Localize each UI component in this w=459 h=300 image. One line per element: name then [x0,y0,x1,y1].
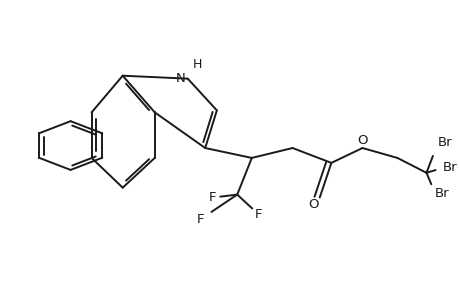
Text: O: O [357,134,367,147]
Text: N: N [175,72,185,85]
Text: F: F [254,208,262,221]
Text: Br: Br [442,161,457,174]
Text: F: F [209,191,216,204]
Text: F: F [196,213,204,226]
Text: O: O [307,199,318,212]
Text: Br: Br [434,187,449,200]
Text: Br: Br [437,136,452,148]
Text: H: H [192,58,202,71]
